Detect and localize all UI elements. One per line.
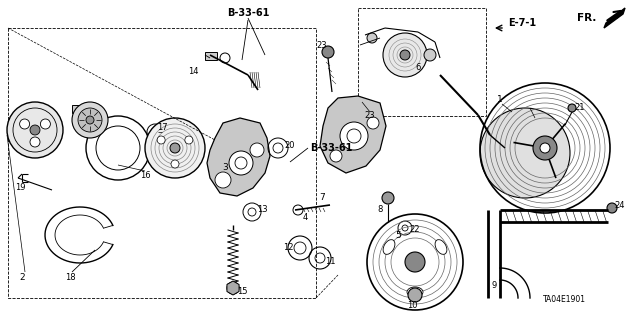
Text: FR.: FR. (577, 13, 596, 23)
Bar (358, 8, 486, 116)
Text: TA04E1901: TA04E1901 (543, 295, 586, 305)
Text: 7: 7 (319, 194, 325, 203)
Text: 11: 11 (324, 257, 335, 266)
Text: 10: 10 (407, 300, 417, 309)
Circle shape (227, 282, 239, 294)
Text: 3: 3 (222, 164, 228, 173)
Text: 19: 19 (15, 183, 25, 192)
Circle shape (383, 33, 427, 77)
Circle shape (382, 192, 394, 204)
Circle shape (20, 119, 29, 129)
Circle shape (229, 151, 253, 175)
Polygon shape (227, 281, 239, 295)
Text: 18: 18 (65, 273, 76, 283)
Text: 5: 5 (395, 232, 401, 241)
Circle shape (171, 160, 179, 168)
Text: 2: 2 (19, 272, 25, 281)
Circle shape (424, 49, 436, 61)
Circle shape (322, 46, 334, 58)
Text: 23: 23 (365, 110, 375, 120)
Circle shape (480, 108, 570, 198)
Text: 13: 13 (257, 205, 268, 214)
Text: 20: 20 (285, 140, 295, 150)
Text: 21: 21 (575, 103, 585, 113)
Circle shape (86, 116, 94, 124)
Circle shape (145, 118, 205, 178)
Bar (205, 52, 217, 60)
Circle shape (170, 143, 180, 153)
Circle shape (405, 252, 425, 272)
Text: 6: 6 (415, 63, 420, 72)
Circle shape (533, 136, 557, 160)
Circle shape (330, 150, 342, 162)
Circle shape (7, 102, 63, 158)
Text: 12: 12 (283, 243, 293, 253)
Circle shape (367, 117, 379, 129)
Circle shape (408, 288, 422, 302)
Ellipse shape (383, 240, 395, 254)
Circle shape (340, 122, 368, 150)
Circle shape (540, 143, 550, 153)
Polygon shape (320, 96, 386, 173)
Circle shape (40, 119, 51, 129)
Text: 14: 14 (188, 68, 198, 77)
Text: 24: 24 (615, 201, 625, 210)
Circle shape (367, 33, 377, 43)
Bar (8, 28, 316, 298)
Circle shape (568, 104, 576, 112)
Ellipse shape (407, 287, 423, 297)
Circle shape (78, 108, 102, 132)
Text: 22: 22 (410, 226, 420, 234)
Ellipse shape (435, 240, 447, 254)
Text: E-7-1: E-7-1 (508, 18, 536, 28)
Text: 8: 8 (378, 205, 383, 214)
Text: 4: 4 (302, 213, 308, 222)
Circle shape (215, 172, 231, 188)
Circle shape (30, 137, 40, 147)
Circle shape (607, 203, 617, 213)
Text: 16: 16 (140, 170, 150, 180)
Circle shape (250, 143, 264, 157)
Text: B-33-61: B-33-61 (310, 143, 353, 153)
Bar (72, 105, 80, 113)
Circle shape (72, 102, 108, 138)
Text: B-33-61: B-33-61 (227, 8, 269, 18)
Text: 23: 23 (317, 41, 327, 50)
Text: 1: 1 (497, 95, 503, 105)
Text: 9: 9 (492, 280, 497, 290)
Polygon shape (604, 8, 625, 28)
Circle shape (157, 136, 165, 144)
Text: 17: 17 (157, 123, 167, 132)
Circle shape (185, 136, 193, 144)
Circle shape (30, 125, 40, 135)
Text: 15: 15 (237, 287, 247, 296)
Circle shape (400, 50, 410, 60)
Polygon shape (207, 118, 270, 196)
